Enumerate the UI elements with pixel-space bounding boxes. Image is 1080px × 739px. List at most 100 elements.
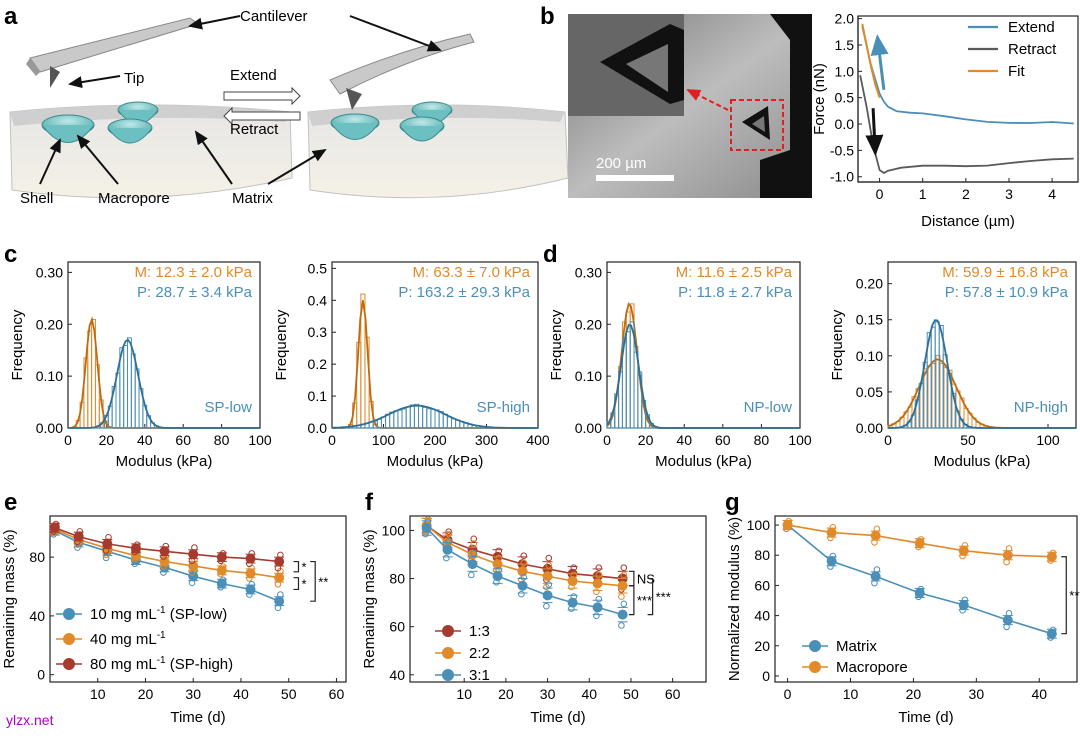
replicate-point [593, 612, 600, 620]
sample-tag: NP-high [1014, 399, 1068, 416]
legend-unit-superscript: -1 [157, 655, 166, 666]
legend-label: 3:1 [469, 667, 490, 684]
x-tick-label: 100 [1036, 432, 1060, 448]
panel-a: a [4, 3, 569, 207]
histogram-bar [418, 404, 424, 429]
x-tick-label: 20 [906, 686, 922, 702]
y-tick-label: -1.0 [830, 169, 854, 185]
histogram-sp-high: 0 100 200 300 400 0.0 0.1 0.2 0.3 0.4 0.5 Modulus (… [273, 260, 550, 470]
y-tick-label: 0.20 [856, 276, 883, 292]
legend-swatch-dot [63, 608, 75, 620]
x-axis-label: Modulus (kPa) [655, 453, 752, 470]
y-tick-label: 0.3 [308, 324, 328, 340]
x-axis-label: Modulus (kPa) [116, 453, 213, 470]
replicate-point [620, 600, 628, 608]
y-tick-label: 40 [29, 608, 45, 624]
mean-point [130, 543, 141, 554]
mean-point [274, 596, 285, 607]
significance-bracket [310, 560, 316, 602]
y-tick-label: 0.5 [308, 260, 328, 276]
replicate-point [443, 554, 450, 562]
x-tick-label: 60 [715, 432, 731, 448]
gaussian-fit-p [331, 404, 538, 429]
mean-point [617, 580, 628, 591]
y-axis-label: Frequency [548, 309, 565, 380]
scale-bar [596, 175, 674, 181]
mean-point [542, 571, 553, 582]
mass-chart-ratio: 10 20 30 40 50 60 40 60 80 100 Time (d) Remaining m… [361, 515, 707, 726]
replicate-point [520, 559, 528, 567]
panel-letter-d: d [543, 241, 558, 268]
legend-swatch-dot [442, 669, 454, 681]
x-tick-label: 60 [665, 686, 681, 702]
x-tick-label: 4 [1048, 186, 1056, 202]
histogram-bar [446, 416, 452, 429]
histogram-bar [633, 351, 639, 429]
replicate-point [445, 537, 453, 545]
x-tick-label: 50 [281, 686, 297, 702]
mean-point [1046, 628, 1057, 639]
significance-label: *** [1069, 588, 1080, 603]
histogram-bar [430, 408, 436, 429]
significance-bracket [628, 585, 635, 616]
mean-point [73, 531, 84, 542]
y-axis-label: Normalized modulus (%) [726, 517, 743, 681]
x-tick-label: 40 [137, 432, 153, 448]
plot-frame [409, 515, 707, 683]
mean-point [442, 544, 453, 555]
histogram-bar [87, 330, 93, 429]
replicate-point [545, 554, 553, 562]
label-macropore: Macropore [98, 190, 170, 207]
y-tick-label: 0.0 [835, 116, 855, 132]
y-tick-label: 80 [754, 547, 770, 563]
x-tick-label: 30 [185, 686, 201, 702]
significance-label: *** [637, 593, 652, 608]
legend-swatch-dot [809, 661, 821, 673]
label-retract: Retract [230, 121, 279, 138]
y-tick-label: 100 [747, 517, 771, 533]
y-tick-label: 0.05 [856, 384, 883, 400]
replicate-point [593, 588, 600, 596]
y-tick-label: 0.20 [575, 316, 602, 332]
x-tick-label: 100 [372, 432, 396, 448]
gaussian-fit-p [888, 319, 1076, 429]
mean-point [245, 584, 256, 595]
y-tick-label: 0.30 [575, 264, 602, 280]
replicate-point [618, 593, 625, 600]
x-tick-label: 40 [581, 686, 597, 702]
mean-point [617, 609, 628, 620]
mean-point [914, 538, 925, 549]
panel-b: b 200 µm 0 1 2 3 4 -1.0 -0.5 0.0 0.5 1.0 1.5 2.0 Dis… [540, 3, 1079, 230]
gel-right [307, 101, 569, 199]
sample-tag: SP-high [477, 399, 530, 416]
y-tick-label: 60 [389, 619, 405, 635]
x-tick-label: 10 [90, 686, 106, 702]
x-tick-label: 20 [498, 686, 514, 702]
x-tick-label: 0 [328, 432, 336, 448]
mean-point [914, 587, 925, 598]
mean-point [958, 545, 969, 556]
x-tick-label: 200 [423, 432, 447, 448]
legend-swatch-dot [442, 647, 454, 659]
y-tick-label: 0.5 [835, 90, 855, 106]
mean-point [1002, 615, 1013, 626]
gaussian-fit-p [606, 323, 800, 429]
legend-label: Macropore [836, 659, 908, 676]
watermark: ylzx.net [6, 712, 54, 728]
y-axis-label: Remaining mass (%) [361, 529, 378, 668]
replicate-point [595, 595, 603, 603]
histogram-bar [422, 406, 428, 429]
force-distance-chart: 0 1 2 3 4 -1.0 -0.5 0.0 0.5 1.0 1.5 2.0 Distance (µm… [811, 11, 1079, 230]
x-tick-label: 10 [456, 686, 472, 702]
significance-label: * [301, 560, 306, 575]
mean-point [542, 590, 553, 601]
micrograph: 200 µm [568, 14, 812, 198]
zoom-box [730, 99, 784, 151]
histogram-bar [625, 331, 631, 429]
y-tick-label: 0.00 [856, 420, 883, 436]
histogram-np-low: 0 20 40 60 80 100 0.00 0.10 0.20 0.30 Modulus (kPa… [548, 261, 812, 470]
mean-point [216, 565, 227, 576]
series-line-fit [861, 23, 881, 99]
legend-label: 80 mg mL-1 (SP-high) [90, 655, 233, 673]
